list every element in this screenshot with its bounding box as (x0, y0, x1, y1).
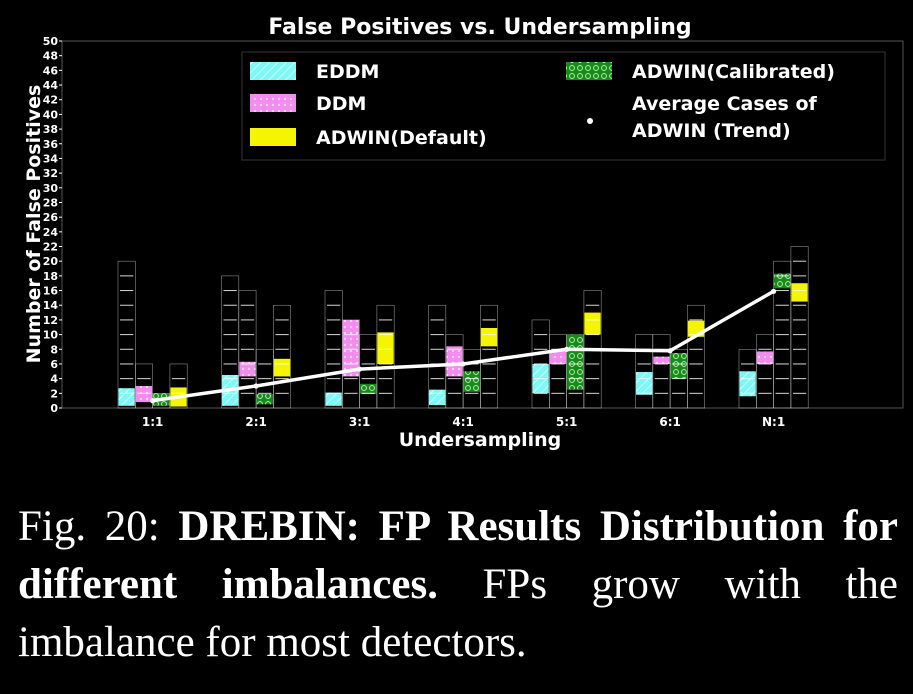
bar-outline-adwin-default (169, 363, 188, 409)
x-tick-label: 2:1 (245, 415, 267, 429)
y-tick-label: 44 (43, 79, 59, 92)
bar-eddm (325, 392, 342, 406)
bar-eddm (636, 372, 653, 395)
y-axis-label: Number of False Positives (23, 85, 45, 364)
y-tick-label: 16 (43, 285, 59, 298)
bar-outline-adwin-default (273, 304, 291, 409)
y-tick-label: 40 (43, 108, 59, 121)
bar-adwin-calibrated (567, 334, 584, 390)
y-tick-label: 24 (43, 226, 59, 239)
x-tick-label: 4:1 (452, 415, 474, 429)
caption-prefix: Fig. 20: (18, 503, 179, 550)
y-tick-label: 8 (50, 343, 58, 356)
figure-caption: Fig. 20: DREBIN: FP Results Distribution… (18, 498, 898, 672)
y-tick-label: 32 (43, 167, 58, 180)
x-tick-label: 1:1 (142, 415, 164, 429)
bar-outline-eddm (117, 260, 136, 409)
y-tick-label: 14 (43, 299, 59, 312)
trend-point (150, 398, 156, 404)
y-tick-label: 46 (43, 64, 59, 77)
bar-outline-adwin-default (376, 304, 395, 409)
y-tick-label: 20 (43, 255, 59, 268)
y-tick-label: 28 (43, 196, 58, 209)
bar-adwin-calibrated (256, 394, 273, 405)
y-tick-label: 12 (43, 314, 58, 327)
y-tick-label: 36 (43, 138, 59, 151)
legend-marker-trend (587, 118, 593, 124)
bar-eddm (429, 389, 446, 406)
legend-label-ddm: DDM (316, 93, 366, 115)
y-tick-label: 10 (43, 329, 59, 342)
bar-ddm (446, 346, 463, 377)
y-tick-label: 50 (43, 35, 59, 48)
bar-ddm (239, 361, 256, 377)
bar-adwin-default (377, 332, 394, 364)
trend-point (253, 383, 259, 389)
legend-label-trend-line1: Average Cases of (632, 93, 818, 115)
x-tick-label: 6:1 (659, 415, 681, 429)
bar-adwin-default (584, 312, 601, 335)
x-tick-label: 5:1 (556, 415, 578, 429)
bar-outline-adwin-default (790, 246, 809, 409)
bar-adwin-calibrated (670, 352, 687, 379)
y-tick-label: 34 (43, 152, 59, 165)
bar-adwin-default (791, 283, 808, 302)
caption-bold: DREBIN: FP Results Distribution for diff… (18, 503, 899, 608)
legend-swatch-eddm (250, 62, 296, 80)
legend-label-eddm: EDDM (316, 61, 379, 83)
y-tick-label: 26 (43, 211, 59, 224)
legend: EDDM DDM ADWIN(Default) ADWIN(Calibrated… (241, 51, 886, 161)
trend-point (771, 288, 777, 294)
bar-adwin-calibrated (774, 273, 791, 289)
y-tick-label: 0 (50, 402, 58, 415)
bar-ddm (135, 385, 153, 403)
legend-label-adwin-calibrated: ADWIN(Calibrated) (632, 61, 835, 83)
y-tick-label: 42 (43, 94, 58, 107)
bar-ddm (653, 356, 670, 364)
y-tick-label: 38 (43, 123, 58, 136)
caption-rest: FPs grow with the imbalance for most det… (18, 561, 898, 666)
bar-outline-adwin-default (687, 304, 706, 409)
bar-outline-ddm (135, 363, 153, 409)
fp-chart: False Positives vs. Undersampling Number… (23, 15, 904, 451)
chart-title: False Positives vs. Undersampling (268, 15, 691, 40)
bar-ddm (342, 319, 360, 377)
bar-eddm (739, 371, 756, 397)
bar-adwin-default (273, 358, 291, 377)
legend-label-trend-line2: ADWIN (Trend) (632, 120, 791, 142)
bar-outline-adwin-default (480, 304, 498, 409)
trend-point (667, 348, 673, 354)
bar-adwin-default (480, 327, 498, 347)
trend-point (357, 366, 363, 372)
y-tick-label: 2 (50, 387, 58, 400)
x-tick-label: N:1 (762, 415, 785, 429)
legend-swatch-adwin-calibrated (566, 62, 612, 80)
bar-eddm (118, 388, 135, 406)
trend-point (460, 361, 466, 367)
y-tick-label: 18 (43, 270, 58, 283)
bar-ddm (756, 351, 774, 364)
legend-swatch-adwin-default (250, 128, 296, 146)
y-tick-label: 6 (50, 358, 58, 371)
legend-swatch-ddm (250, 94, 296, 112)
legend-box (241, 51, 886, 161)
x-axis-label: Undersampling (399, 429, 562, 451)
bar-adwin-calibrated (360, 383, 377, 395)
legend-label-adwin-default: ADWIN(Default) (316, 127, 487, 149)
bar-adwin-calibrated (463, 371, 480, 392)
x-tick-label: 3:1 (349, 415, 371, 429)
y-tick-label: 30 (43, 182, 59, 195)
bar-ddm (549, 350, 567, 364)
y-tick-label: 48 (43, 50, 58, 63)
y-tick-label: 22 (43, 241, 58, 254)
y-tick-label: 4 (50, 373, 58, 386)
trend-point (564, 346, 570, 352)
